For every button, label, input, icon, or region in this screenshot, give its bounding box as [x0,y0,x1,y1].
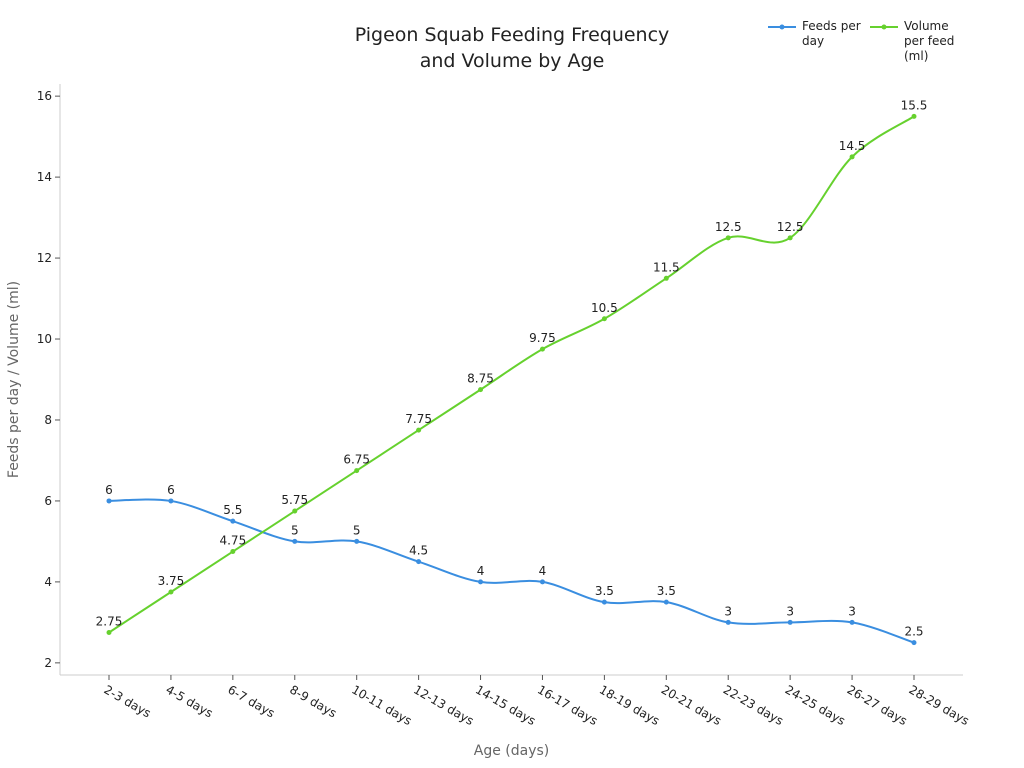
swatch-dot [779,24,785,30]
series-line [108,498,915,644]
x-tick-label: 18-19 days [597,682,662,728]
data-point [601,599,607,605]
data-point [168,498,174,504]
data-point [230,549,236,555]
x-tick-label: 6-7 days [225,682,277,720]
data-point [106,498,112,504]
legend-item: Volume per feed (ml) [870,19,964,64]
data-point [539,579,545,585]
data-point [911,640,917,646]
data-point [539,346,545,352]
swatch-dot [881,24,887,30]
data-label: 3 [848,604,856,618]
data-point [725,619,731,625]
data-label: 5 [291,523,299,537]
data-label: 12.5 [777,220,804,234]
data-label: 14.5 [839,139,866,153]
data-label: 6 [167,483,175,497]
data-point [911,113,917,119]
data-point [416,559,422,565]
y-tick-label: 2 [44,656,52,670]
chart-title: Pigeon Squab Feeding Frequency and Volum… [354,24,670,72]
data-label: 12.5 [715,220,742,234]
data-point [663,275,669,281]
data-point [354,538,360,544]
data-label: 3.5 [595,584,614,598]
data-point [849,154,855,160]
x-tick-label: 20-21 days [659,682,724,728]
data-label: 8.75 [467,372,494,386]
legend-swatch [870,24,898,30]
data-point [663,599,669,605]
y-axis-label: Feeds per day / Volume (ml) [6,281,22,478]
y-tick-label: 16 [37,89,52,103]
legend-item: Feeds per day [768,19,862,64]
data-label: 6.75 [343,453,370,467]
data-label: 10.5 [591,301,618,315]
y-tick-label: 8 [44,413,52,427]
data-label: 6 [105,483,113,497]
legend-label: Volume per feed (ml) [904,19,955,63]
data-label: 4.75 [219,534,246,548]
data-label: 2.5 [904,625,923,639]
legend-swatch [768,24,796,30]
x-tick-label: 14-15 days [473,682,538,728]
data-label: 11.5 [653,260,680,274]
data-label: 9.75 [529,331,556,345]
data-label: 4 [477,564,485,578]
data-label: 5.75 [281,493,308,507]
data-label: 4.5 [409,544,428,558]
x-tick-label: 4-5 days [163,682,215,720]
x-tick-label: 22-23 days [721,682,786,728]
y-tick-label: 10 [37,332,52,346]
data-point [292,508,298,514]
data-point [106,629,112,635]
data-label: 4 [539,564,547,578]
data-point [292,538,298,544]
data-label: 3 [724,604,732,618]
data-point [787,235,793,241]
y-tick-label: 4 [44,575,52,589]
data-point [478,387,484,393]
data-label: 5 [353,523,361,537]
x-tick-label: 12-13 days [411,682,476,728]
data-point [725,235,731,241]
data-label: 3.5 [657,584,676,598]
data-point [230,518,236,524]
data-point [478,579,484,585]
data-label: 2.75 [96,614,123,628]
data-point [416,427,422,433]
x-tick-label: 28-29 days [907,682,972,728]
y-tick-label: 6 [44,494,52,508]
y-tick-label: 14 [37,170,52,184]
data-point [168,589,174,595]
x-axis-label: Age (days) [474,743,550,759]
data-point [354,468,360,474]
data-label: 7.75 [405,412,432,426]
data-label: 3 [786,604,794,618]
data-point [849,619,855,625]
series-line [108,115,915,634]
data-point [787,619,793,625]
data-point [601,316,607,322]
data-label: 3.75 [158,574,185,588]
legend: Feeds per day Volume per feed (ml) [760,0,964,63]
y-tick-label: 12 [37,251,52,265]
x-tick-label: 8-9 days [287,682,339,720]
x-tick-label: 16-17 days [535,682,600,728]
data-label: 5.5 [223,503,242,517]
x-tick-label: 10-11 days [349,682,414,728]
x-tick-label: 26-27 days [845,682,910,728]
data-label: 15.5 [901,98,928,112]
x-tick-label: 24-25 days [783,682,848,728]
legend-label: Feeds per day [802,19,861,48]
x-tick-label: 2-3 days [102,682,154,720]
